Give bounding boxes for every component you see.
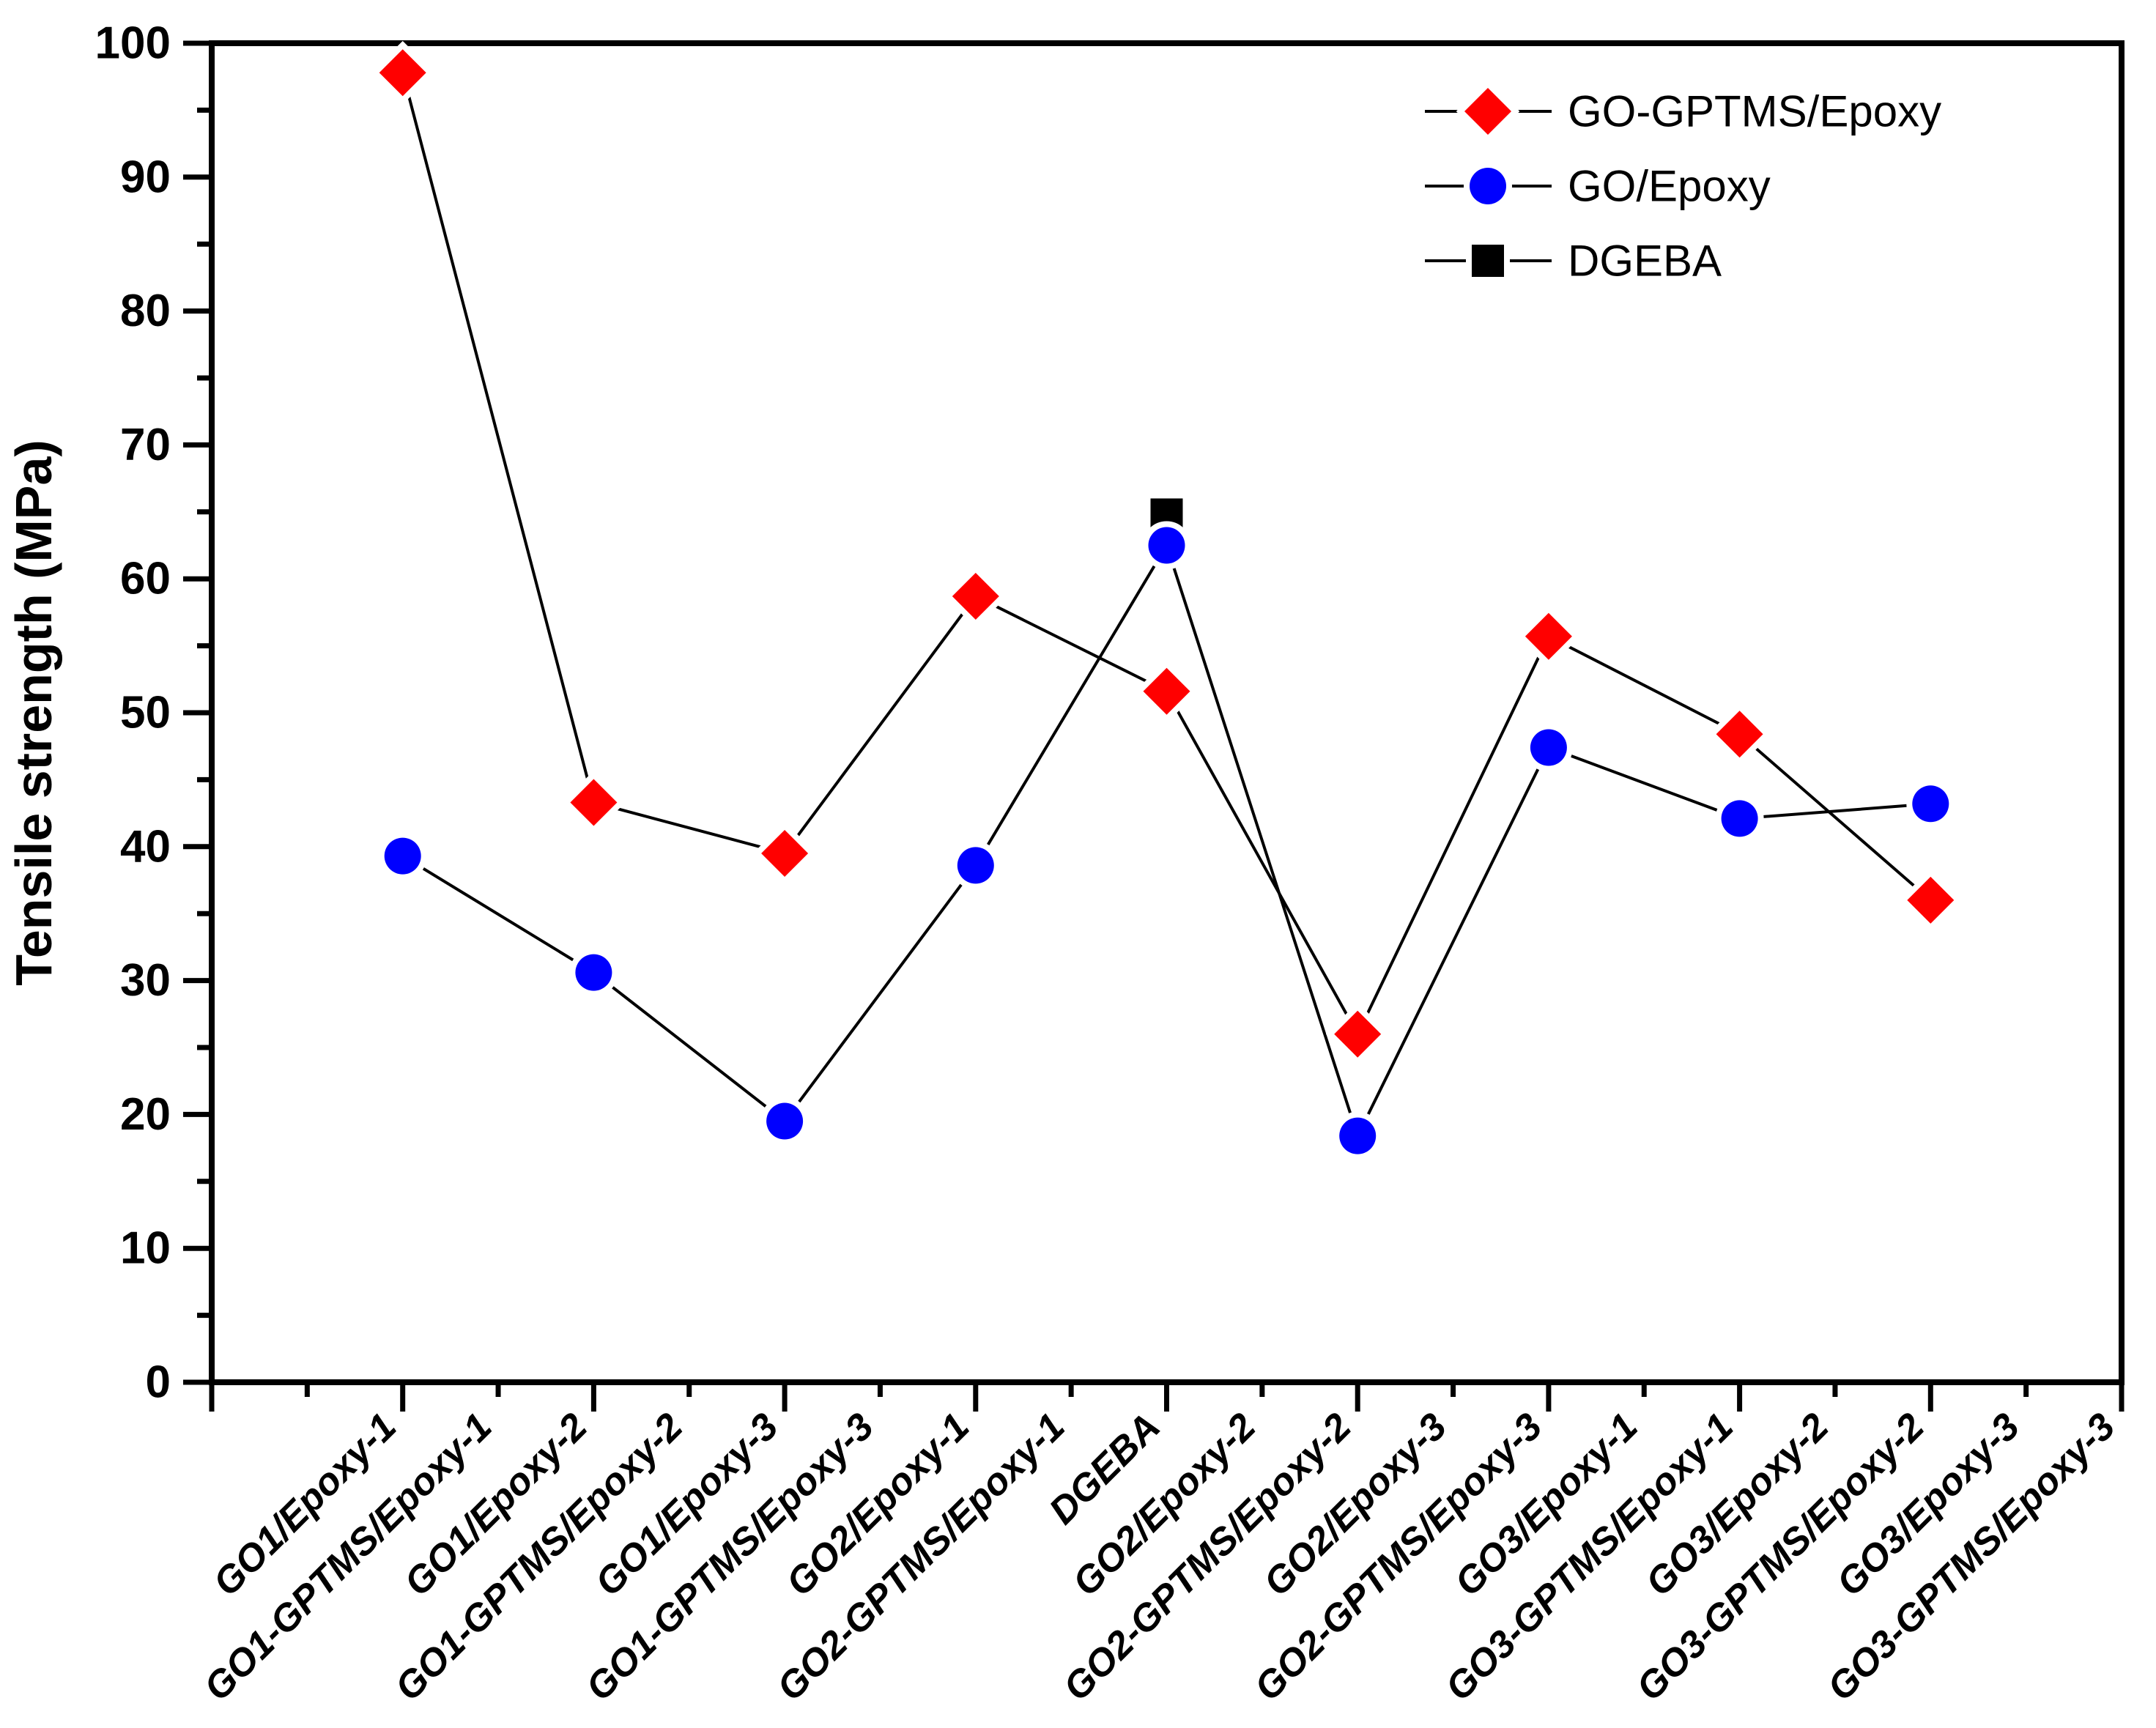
marker-diamond bbox=[570, 779, 618, 826]
legend-label: GO/Epoxy bbox=[1568, 162, 1771, 211]
legend-label: GO-GPTMS/Epoxy bbox=[1568, 87, 1941, 136]
y-tick-label: 90 bbox=[120, 152, 171, 202]
marker-diamond bbox=[379, 49, 426, 97]
marker-diamond bbox=[1716, 711, 1763, 758]
marker-circle bbox=[1148, 527, 1185, 564]
marker-diamond-legend bbox=[1464, 88, 1511, 135]
legend-label: DGEBA bbox=[1568, 237, 1722, 286]
marker-diamond bbox=[952, 572, 999, 620]
y-tick-label: 40 bbox=[120, 821, 171, 872]
marker-diamond bbox=[1525, 612, 1572, 660]
y-tick-label: 60 bbox=[120, 554, 171, 604]
marker-circle bbox=[1530, 729, 1567, 766]
marker-circle bbox=[1721, 800, 1758, 837]
y-axis-title: Tensile strength (MPa) bbox=[5, 440, 62, 985]
marker-circle-legend bbox=[1470, 168, 1506, 204]
marker-circle bbox=[575, 954, 612, 991]
marker-diamond bbox=[1907, 876, 1955, 924]
y-tick-label: 50 bbox=[120, 688, 171, 738]
marker-circle bbox=[1339, 1117, 1377, 1154]
marker-circle bbox=[766, 1102, 804, 1140]
y-tick-label: 80 bbox=[120, 286, 171, 336]
y-tick-label: 30 bbox=[120, 955, 171, 1006]
marker-diamond bbox=[761, 829, 809, 877]
marker-circle bbox=[384, 837, 421, 875]
marker-diamond bbox=[1334, 1010, 1382, 1058]
y-tick-label: 20 bbox=[120, 1089, 171, 1140]
y-tick-label: 70 bbox=[120, 420, 171, 470]
marker-circle bbox=[957, 847, 994, 884]
y-tick-label: 0 bbox=[146, 1357, 171, 1408]
marker-circle bbox=[1912, 785, 1949, 823]
y-tick-label: 100 bbox=[95, 18, 171, 69]
marker-diamond bbox=[1143, 667, 1190, 715]
series-line-go-epoxy bbox=[401, 541, 1931, 1140]
marker-square-legend bbox=[1472, 245, 1504, 277]
y-tick-label: 10 bbox=[120, 1223, 171, 1274]
